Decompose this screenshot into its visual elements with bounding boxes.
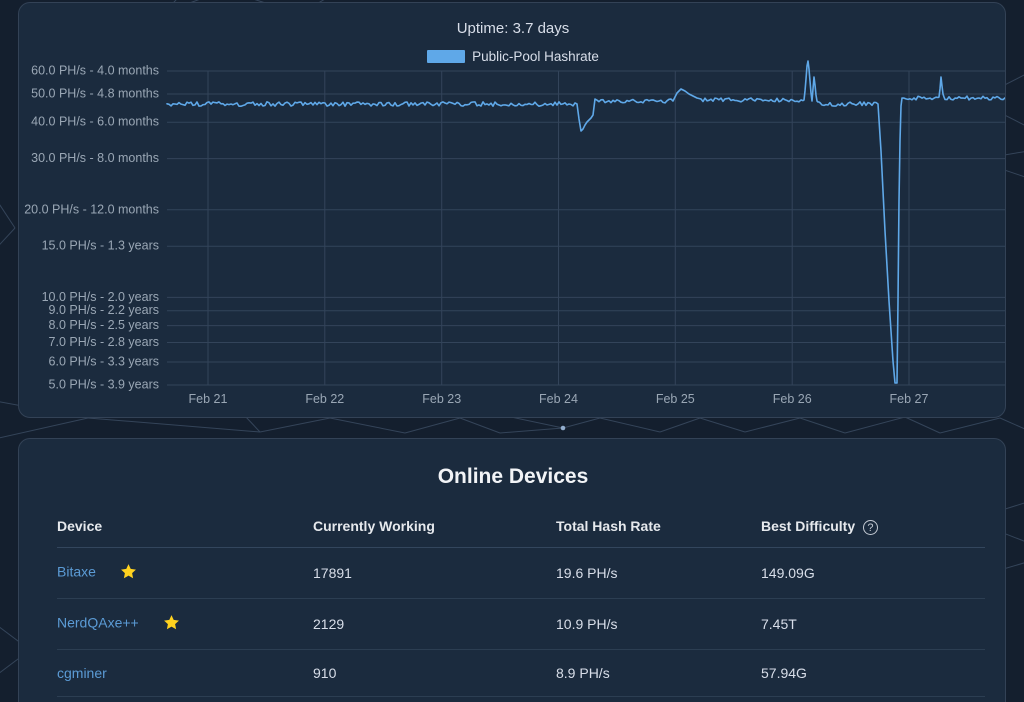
svg-text:9.0 PH/s - 2.2 years: 9.0 PH/s - 2.2 years: [49, 303, 159, 317]
svg-text:6.0 PH/s - 3.3 years: 6.0 PH/s - 3.3 years: [49, 355, 159, 369]
svg-text:30.0 PH/s - 8.0 months: 30.0 PH/s - 8.0 months: [31, 151, 159, 165]
svg-text:50.0 PH/s - 4.8 months: 50.0 PH/s - 4.8 months: [31, 87, 159, 101]
svg-text:Feb 25: Feb 25: [656, 392, 695, 406]
svg-text:15.0 PH/s - 1.3 years: 15.0 PH/s - 1.3 years: [42, 239, 159, 253]
svg-text:7.0 PH/s - 2.8 years: 7.0 PH/s - 2.8 years: [49, 335, 159, 349]
svg-text:20.0 PH/s - 12.0 months: 20.0 PH/s - 12.0 months: [24, 202, 159, 216]
svg-text:Feb 24: Feb 24: [539, 392, 578, 406]
svg-text:5.0 PH/s - 3.9 years: 5.0 PH/s - 3.9 years: [49, 378, 159, 392]
svg-text:Feb 21: Feb 21: [189, 392, 228, 406]
svg-text:Feb 23: Feb 23: [422, 392, 461, 406]
svg-text:60.0 PH/s - 4.0 months: 60.0 PH/s - 4.0 months: [31, 64, 159, 78]
svg-text:10.0 PH/s - 2.0 years: 10.0 PH/s - 2.0 years: [42, 290, 159, 304]
svg-text:40.0 PH/s - 6.0 months: 40.0 PH/s - 6.0 months: [31, 115, 159, 129]
svg-text:Feb 26: Feb 26: [773, 392, 812, 406]
svg-text:Feb 27: Feb 27: [890, 392, 929, 406]
svg-text:8.0 PH/s - 2.5 years: 8.0 PH/s - 2.5 years: [49, 318, 159, 332]
svg-text:Feb 22: Feb 22: [305, 392, 344, 406]
